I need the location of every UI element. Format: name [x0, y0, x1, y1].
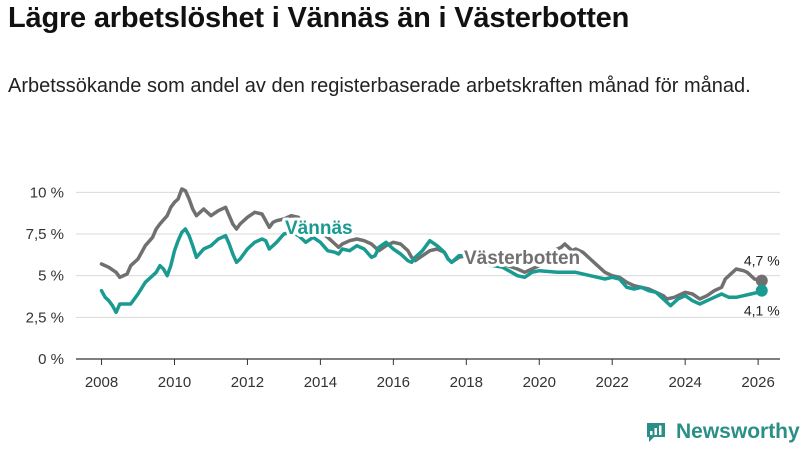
newsworthy-logo-text: Newsworthy — [676, 420, 800, 443]
x-tick-label: 2014 — [304, 374, 337, 391]
end-label-vasterbotten: 4,7 % — [744, 253, 780, 269]
end-label-vannas: 4,1 % — [744, 303, 780, 319]
x-tick-label: 2016 — [377, 374, 410, 391]
x-tick-label: 2012 — [231, 374, 264, 391]
y-tick-label: 10 % — [30, 184, 64, 201]
x-tick-label: 2026 — [741, 374, 774, 391]
newsworthy-logo: Newsworthy — [644, 420, 800, 444]
y-tick-label: 5 % — [38, 268, 64, 285]
series-label-vannas-halo: Vännäs — [285, 218, 353, 239]
y-tick-label: 0 % — [38, 351, 64, 368]
chart-title: Lägre arbetslöshet i Vännäs än i Västerb… — [8, 2, 630, 34]
x-tick-label: 2010 — [158, 374, 191, 391]
newsworthy-logo-icon — [647, 423, 665, 442]
chart-subtitle: Arbetssökande som andel av den registerb… — [8, 75, 751, 97]
y-tick-label: 2,5 % — [26, 309, 64, 326]
series-label-vannas: Vännäs — [285, 218, 353, 239]
series-label-vasterbotten: Västerbotten — [464, 248, 580, 269]
x-tick-label: 2020 — [523, 374, 556, 391]
y-tick-label: 7,5 % — [26, 226, 64, 243]
series-line-vannas — [99, 227, 764, 315]
x-tick-label: 2024 — [668, 374, 701, 391]
x-tick-label: 2018 — [450, 374, 483, 391]
x-tick-label: 2008 — [85, 374, 118, 391]
series-label-vasterbotten-halo: Västerbotten — [464, 248, 580, 269]
x-tick-label: 2022 — [596, 374, 629, 391]
end-point-vasterbotten — [755, 274, 768, 287]
end-point-vannas — [755, 284, 768, 297]
